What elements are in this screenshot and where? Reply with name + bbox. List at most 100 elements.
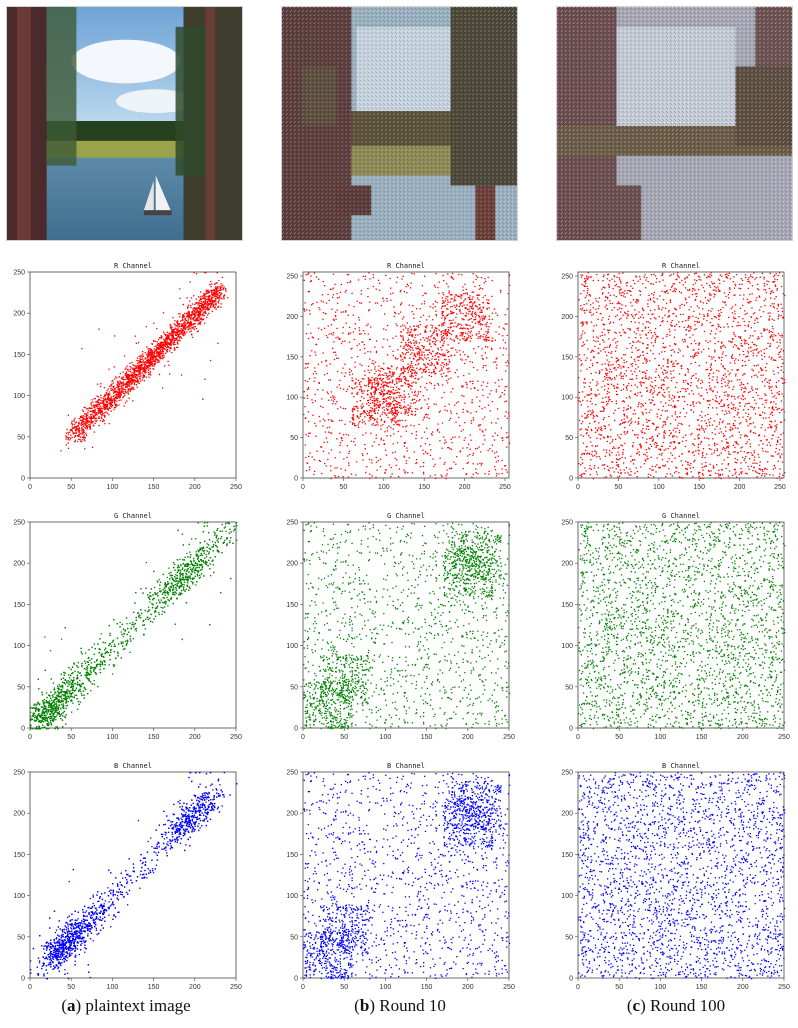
scatter-point <box>434 341 437 343</box>
scatter-point <box>386 354 389 356</box>
scatter-point <box>396 377 398 380</box>
scatter-point <box>142 377 144 379</box>
scatter-point <box>699 313 701 315</box>
scatter-point <box>194 316 196 318</box>
scatter-point <box>498 326 500 328</box>
scatter-point <box>171 329 173 331</box>
scatter-point <box>348 332 350 334</box>
scatter-point <box>432 431 434 433</box>
scatter-point <box>208 312 210 314</box>
scatter-point <box>353 409 355 411</box>
scatter-point <box>425 327 427 329</box>
scatter-point <box>154 357 156 359</box>
scatter-point <box>362 341 364 343</box>
scatter-point <box>335 403 337 405</box>
scatter-point <box>413 325 415 327</box>
scatter-point <box>118 397 120 399</box>
scatter-point <box>146 355 149 357</box>
scatter-point <box>494 382 496 384</box>
scatter-point <box>71 422 73 424</box>
scatter-point <box>74 422 77 424</box>
scatter-point <box>430 324 432 326</box>
scatter-point <box>712 438 714 440</box>
scatter-point <box>113 391 115 393</box>
scatter-point <box>434 474 436 476</box>
scatter-point <box>354 323 356 325</box>
scatter-point <box>384 413 387 415</box>
scatter-point <box>472 307 474 309</box>
scatter-point <box>113 385 115 387</box>
scatter-point <box>110 402 112 405</box>
scatter-point <box>660 401 662 403</box>
scatter-point <box>318 306 320 309</box>
scatter-point <box>173 349 176 351</box>
scatter-point <box>646 337 648 339</box>
scatter-point <box>125 367 127 369</box>
scatter-point <box>131 386 133 388</box>
scatter-point <box>404 412 406 414</box>
scatter-point <box>153 356 156 358</box>
scatter-point <box>400 334 402 337</box>
scatter-point <box>374 366 376 368</box>
scatter-point <box>206 307 208 309</box>
scatter-point <box>391 410 393 412</box>
scatter-point <box>154 353 156 355</box>
scatter-point <box>143 375 146 377</box>
scatter-point <box>172 342 174 344</box>
scatter-point <box>209 284 211 286</box>
scatter-point <box>99 386 102 388</box>
scatter-point <box>604 334 606 336</box>
scatter-point <box>697 380 699 382</box>
scatter-point <box>166 340 169 342</box>
scatter-point <box>176 330 178 332</box>
scatter-point <box>382 395 384 397</box>
scatter-point <box>109 385 111 388</box>
scatter-point <box>439 370 441 372</box>
scatter-point <box>208 299 210 301</box>
scatter-point <box>375 370 377 372</box>
scatter-point <box>436 430 439 432</box>
scatter-point <box>368 272 370 274</box>
scatter-point <box>412 381 415 383</box>
scatter-point <box>138 366 140 368</box>
scatter-point <box>408 396 410 398</box>
scatter-point <box>78 428 81 430</box>
scatter-point <box>427 337 429 340</box>
scatter-point <box>639 381 641 384</box>
scatter-point <box>508 284 511 286</box>
scatter-point <box>136 367 138 369</box>
scatter-point <box>479 462 481 464</box>
scatter-point <box>410 424 412 426</box>
scatter-point <box>775 335 777 337</box>
scatter-point <box>464 315 466 317</box>
scatter-point <box>71 426 73 428</box>
scatter-point <box>376 385 379 387</box>
scatter-point <box>165 344 167 346</box>
scatter-point <box>354 444 356 446</box>
scatter-point <box>81 428 83 430</box>
scatter-point <box>462 302 464 304</box>
scatter-point <box>450 276 452 278</box>
scatter-point <box>336 401 338 403</box>
scatter-point <box>469 324 471 327</box>
scatter-point <box>359 386 361 388</box>
scatter-point <box>423 303 426 305</box>
scatter-point <box>429 381 431 384</box>
scatter-point <box>114 401 116 403</box>
scatter-point <box>479 335 482 337</box>
scatter-point <box>361 453 363 455</box>
scatter-point <box>400 303 402 305</box>
scatter-point <box>469 453 471 456</box>
scatter-point <box>400 378 403 380</box>
scatter-point <box>326 441 329 443</box>
scatter-point <box>471 291 473 293</box>
scatter-point <box>413 355 415 357</box>
scatter-point <box>160 353 162 355</box>
scatter-point <box>211 300 213 302</box>
scatter-point <box>351 392 353 395</box>
scatter-point <box>106 405 108 407</box>
scatter-point <box>505 411 507 413</box>
scatter-point <box>693 405 695 407</box>
scatter-point <box>134 367 137 370</box>
scatter-point <box>139 359 141 361</box>
